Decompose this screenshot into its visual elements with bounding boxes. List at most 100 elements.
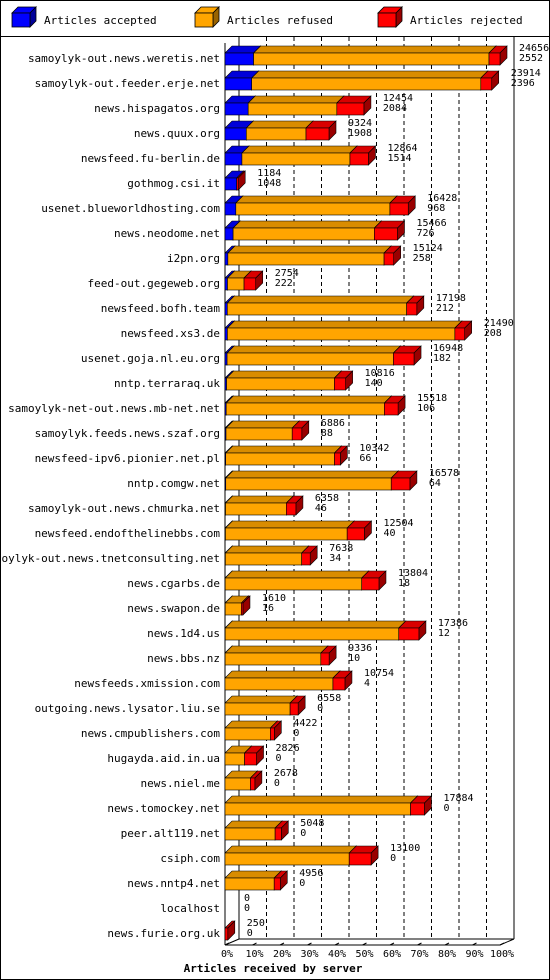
offered-value: 13804: [398, 568, 428, 579]
legend-label: Articles accepted: [44, 14, 157, 27]
category-label: localhost: [160, 902, 220, 915]
category-label: usenet.blueworldhosting.com: [41, 202, 220, 215]
offered-value: 1610: [262, 593, 286, 604]
category-label: samoylyk.feeds.news.szaf.org: [35, 427, 220, 440]
category-label: news.hispagatos.org: [94, 102, 220, 115]
bar-rejected: [289, 702, 299, 716]
bar-rejected: [346, 527, 365, 541]
value-labels: 2465625522391423961245420849324190812864…: [244, 43, 549, 939]
accepted-value: 18: [398, 578, 410, 589]
x-tick-label: 60%: [383, 949, 401, 960]
x-tick-label: 40%: [328, 949, 346, 960]
bar-refused-top: [235, 195, 398, 204]
accepted-value: 46: [315, 503, 327, 514]
category-label: news.nntp4.net: [127, 877, 220, 890]
bar-refused: [232, 227, 375, 241]
bar-refused: [224, 702, 291, 716]
accepted-value: 182: [433, 353, 451, 364]
bar-refused: [226, 352, 394, 366]
legend-swatch: [194, 12, 214, 28]
bar-rejected: [398, 627, 420, 641]
bar-refused-top: [225, 395, 393, 404]
category-label: i2pn.org: [167, 252, 220, 265]
bar-refused: [227, 302, 407, 316]
bar-rejected: [241, 602, 244, 616]
bar-rejected: [305, 127, 330, 141]
category-label: usenet.goja.nl.eu.org: [81, 352, 220, 365]
category-labels: samoylyk-out.news.weretis.net samoylyk-ou…: [0, 52, 220, 940]
offered-value: 4422: [293, 718, 317, 729]
bar-rejected: [243, 277, 257, 291]
bar-rejected: [332, 677, 346, 691]
offered-value: 16578: [429, 468, 459, 479]
offered-value: 7638: [329, 543, 353, 554]
offered-value: 16428: [427, 193, 457, 204]
bar-rejected: [383, 252, 394, 266]
offered-value: 12504: [383, 518, 413, 529]
bar-refused: [227, 327, 456, 341]
x-tick-label: 20%: [273, 949, 291, 960]
offered-value: 1184: [257, 168, 281, 179]
x-tick-label: 80%: [438, 949, 456, 960]
offered-value: 4956: [299, 868, 323, 879]
bar-accepted: [224, 227, 234, 241]
bar-rejected: [488, 52, 501, 66]
bar-refused-top: [247, 95, 345, 104]
bar-rejected: [374, 227, 398, 241]
category-label: news.niel.me: [141, 777, 220, 790]
bar-rejected: [250, 777, 256, 791]
accepted-value: 1514: [387, 153, 411, 164]
bar-rejected: [270, 727, 275, 741]
offered-value: 24656: [519, 43, 549, 54]
bar-refused-top: [250, 70, 489, 79]
offered-value: 17386: [438, 618, 468, 629]
offered-value: 5048: [300, 818, 324, 829]
x-tick-label: 50%: [355, 949, 373, 960]
offered-value: 2754: [275, 268, 299, 279]
bar-refused-top: [226, 320, 463, 329]
x-tick: [362, 942, 367, 946]
bar-refused-top: [232, 220, 383, 229]
category-label: gothmog.csi.it: [127, 177, 220, 190]
x-tick: [472, 942, 477, 946]
bar-rejected: [273, 877, 281, 891]
category-label: news.cmpublishers.com: [81, 727, 220, 740]
bar-rejected: [480, 77, 493, 91]
x-tick-label: 30%: [300, 949, 318, 960]
bar-refused: [227, 252, 385, 266]
x-tick-label: 100%: [490, 949, 514, 960]
bar-rejected: [336, 102, 365, 116]
category-label: feed-out.gegeweb.org: [88, 277, 220, 290]
accepted-value: 0: [443, 803, 449, 814]
x-axis-title: Articles received by server: [184, 962, 363, 975]
category-label: news.cgarbs.de: [127, 577, 220, 590]
offered-value: 23914: [511, 68, 541, 79]
bar-refused: [224, 602, 242, 616]
bar-rejected: [348, 852, 372, 866]
bar-rejected: [406, 302, 418, 316]
x-tick: [252, 942, 257, 946]
bar-refused: [224, 852, 350, 866]
accepted-value: 140: [365, 378, 383, 389]
bar-rejected: [334, 377, 346, 391]
accepted-value: 0: [247, 928, 253, 939]
legend: Articles accepted Articles refused Article…: [11, 6, 523, 28]
category-label: news.tomockey.net: [107, 802, 220, 815]
bar-refused: [235, 202, 391, 216]
bar-rejected: [291, 427, 303, 441]
legend-label: Articles refused: [227, 14, 333, 27]
category-label: samoylyk-out.news.chmurka.net: [28, 502, 220, 515]
bar-refused: [225, 502, 287, 516]
bar-accepted: [224, 252, 229, 266]
offered-value: 10816: [365, 368, 395, 379]
bar-refused: [224, 727, 271, 741]
bar-refused-top: [225, 420, 300, 429]
category-label: news.quux.org: [134, 127, 220, 140]
accepted-value: 40: [383, 528, 395, 539]
bars: [224, 45, 508, 941]
accepted-value: 64: [429, 478, 441, 489]
offered-value: 10754: [364, 668, 394, 679]
offered-value: 17198: [436, 293, 466, 304]
bar-refused: [225, 552, 302, 566]
